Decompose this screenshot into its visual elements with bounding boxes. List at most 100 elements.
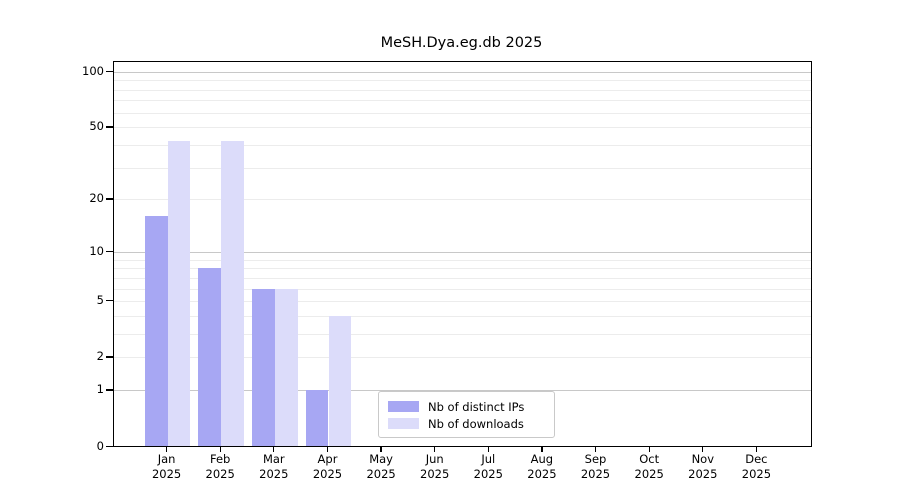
- legend-item-downloads: Nb of downloads: [388, 415, 545, 432]
- gridline: [114, 277, 811, 279]
- x-tick-year: 2025: [259, 467, 289, 481]
- y-tick-label: 10: [89, 243, 104, 258]
- x-tick-mark: [219, 446, 221, 452]
- gridline: [114, 100, 811, 102]
- y-tick-mark: [106, 250, 113, 253]
- x-tick-month: Nov: [691, 452, 715, 466]
- x-tick-year: 2025: [312, 467, 343, 481]
- y-tick-label: 2: [96, 349, 104, 364]
- gridline: [114, 167, 811, 169]
- x-tick-label: Aug 2025: [502, 452, 582, 482]
- x-tick-year: 2025: [634, 467, 664, 481]
- x-tick-mark: [541, 446, 543, 452]
- gridline: [114, 199, 811, 201]
- legend: Nb of distinct IPs Nb of downloads: [378, 391, 555, 438]
- x-tick-mark: [594, 446, 597, 452]
- x-tick-year: 2025: [473, 467, 503, 481]
- x-tick-label: Feb 2025: [180, 452, 260, 482]
- x-tick-month: Sep: [584, 452, 607, 466]
- legend-label-downloads: Nb of downloads: [428, 416, 524, 431]
- legend-item-distinct-ips: Nb of distinct IPs: [388, 398, 545, 415]
- gridline: [114, 288, 811, 290]
- x-tick-month: Oct: [639, 452, 660, 466]
- x-tick-label: Jun 2025: [395, 452, 475, 482]
- x-tick-mark: [648, 446, 650, 452]
- plot-area: [113, 61, 812, 447]
- legend-label-distinct-ips: Nb of distinct IPs: [428, 399, 525, 414]
- x-tick-year: 2025: [688, 467, 718, 481]
- x-tick-month: Dec: [745, 452, 768, 466]
- x-tick-year: 2025: [420, 467, 450, 481]
- x-tick-month: Feb: [210, 452, 231, 466]
- y-tick-mark: [106, 389, 113, 391]
- x-tick-label: Jan 2025: [127, 452, 207, 482]
- x-tick-year: 2025: [741, 467, 772, 481]
- y-tick-mark: [106, 300, 113, 302]
- x-tick-label: Dec 2025: [716, 452, 796, 482]
- x-tick-month: Mar: [262, 452, 285, 466]
- y-tick-label: 0: [96, 438, 104, 453]
- x-tick-mark: [755, 446, 758, 452]
- chart-title: MeSH.Dya.eg.db 2025: [380, 35, 543, 51]
- y-tick-label: 1: [96, 382, 104, 397]
- x-tick-month: Jun: [425, 452, 444, 466]
- y-tick-mark: [106, 356, 113, 358]
- bar: [328, 315, 352, 446]
- x-tick-label: Oct 2025: [609, 452, 689, 482]
- y-tick-label: 20: [89, 191, 104, 206]
- x-tick-label: Apr 2025: [288, 452, 368, 482]
- gridline: [114, 301, 811, 302]
- x-tick-month: May: [369, 452, 393, 466]
- x-tick-month: Jan: [157, 452, 176, 466]
- gridline: [114, 145, 811, 146]
- x-tick-label: Nov 2025: [663, 452, 743, 482]
- x-tick-year: 2025: [205, 467, 235, 481]
- y-tick-mark: [106, 126, 113, 128]
- bar: [305, 390, 329, 446]
- x-tick-mark: [380, 446, 382, 452]
- bar: [144, 216, 168, 446]
- x-tick-label: Jul 2025: [448, 452, 528, 482]
- x-tick-label: Sep 2025: [556, 452, 636, 482]
- x-tick-year: 2025: [151, 467, 182, 481]
- x-tick-year: 2025: [366, 467, 396, 481]
- x-tick-year: 2025: [580, 467, 611, 481]
- bar: [167, 141, 191, 446]
- x-tick-mark: [487, 446, 489, 452]
- x-tick-mark: [702, 446, 704, 452]
- y-tick-mark: [106, 70, 113, 73]
- x-tick-mark: [326, 446, 329, 452]
- bar: [252, 288, 275, 446]
- gridline: [114, 127, 811, 129]
- x-tick-label: May 2025: [341, 452, 421, 482]
- x-tick-month: Jul: [481, 452, 496, 466]
- y-tick-label: 100: [82, 63, 104, 78]
- x-tick-month: Apr: [317, 452, 338, 466]
- bar: [274, 288, 298, 446]
- y-tick-label: 50: [89, 119, 104, 134]
- x-tick-month: Aug: [530, 452, 554, 466]
- gridline: [114, 357, 811, 359]
- bar: [221, 141, 244, 446]
- gridline: [114, 390, 811, 392]
- gridline: [114, 112, 811, 114]
- gridline: [114, 71, 811, 73]
- y-tick-mark: [106, 445, 113, 447]
- x-tick-label: Mar 2025: [234, 452, 314, 482]
- y-tick-label: 5: [96, 293, 104, 307]
- gridline: [114, 259, 811, 261]
- x-tick-mark: [434, 446, 436, 452]
- gridline: [114, 268, 811, 270]
- y-tick-mark: [106, 198, 113, 200]
- gridline: [114, 80, 811, 82]
- x-tick-year: 2025: [527, 467, 557, 481]
- gridline: [114, 333, 811, 335]
- gridline: [114, 315, 811, 317]
- gridline: [114, 89, 811, 91]
- gridline: [114, 251, 811, 253]
- legend-swatch-distinct-ips: [388, 401, 419, 412]
- legend-swatch-downloads: [388, 418, 419, 429]
- x-tick-mark: [273, 446, 275, 452]
- x-tick-mark: [165, 446, 168, 452]
